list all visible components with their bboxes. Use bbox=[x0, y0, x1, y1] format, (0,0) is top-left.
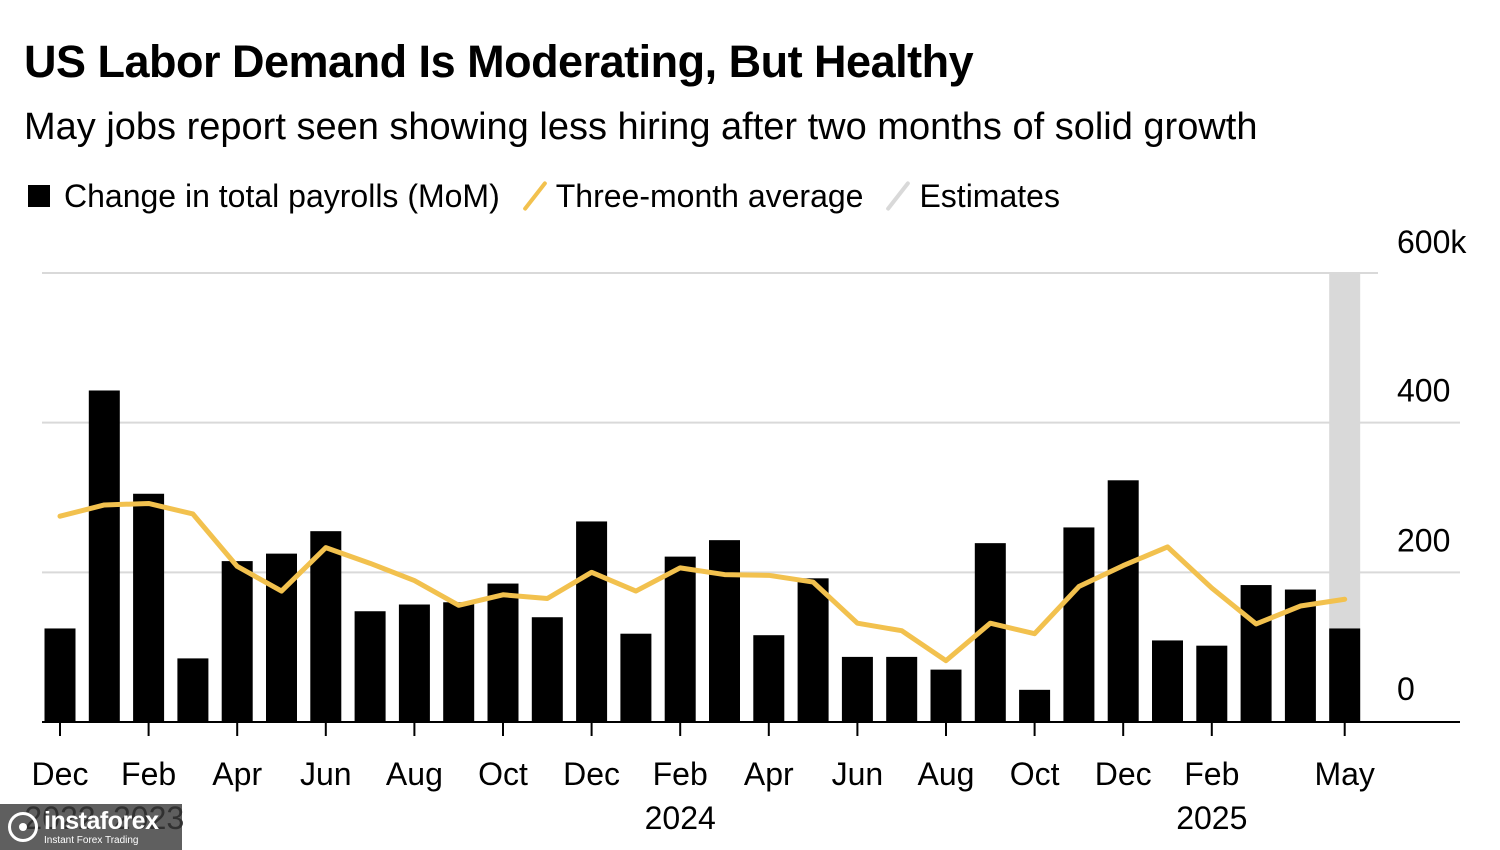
bar-apr-2023 bbox=[221, 561, 253, 722]
bar-feb-2023 bbox=[133, 493, 165, 722]
x-tick-label-month: Feb bbox=[121, 756, 176, 792]
bar-sep-2023 bbox=[443, 602, 475, 722]
x-tick-label-year: 2025 bbox=[1176, 800, 1247, 836]
x-tick-label-year: 2024 bbox=[645, 800, 716, 836]
legend-swatch-payrolls bbox=[28, 185, 50, 207]
bar-dec-2024 bbox=[1107, 480, 1139, 722]
bar-oct-2024 bbox=[1019, 689, 1051, 722]
instaforex-watermark: instaforex Instant Forex Trading bbox=[0, 804, 182, 850]
bar-mar-2024 bbox=[709, 540, 740, 722]
bar-dec-2022 bbox=[44, 628, 76, 722]
x-tick-label-month: Dec bbox=[563, 756, 620, 792]
x-tick-label-month: Dec bbox=[1095, 756, 1152, 792]
legend-item-three-month-average: Three-month average bbox=[526, 178, 864, 215]
bar-jul-2023 bbox=[354, 611, 386, 722]
instaforex-logo-icon bbox=[8, 812, 38, 842]
y-tick-label: 200 bbox=[1397, 522, 1450, 558]
bar-dec-2023 bbox=[576, 521, 608, 722]
bar-mar-2025 bbox=[1240, 585, 1272, 722]
x-tick-label-month: Apr bbox=[212, 756, 262, 792]
x-tick-label-month: Jun bbox=[832, 756, 884, 792]
legend-item-estimates: Estimates bbox=[889, 178, 1059, 215]
bar-jan-2025 bbox=[1152, 640, 1183, 722]
bar-apr-2024 bbox=[753, 635, 785, 722]
bar-jul-2024 bbox=[886, 656, 918, 722]
x-tick-label-month: Oct bbox=[478, 756, 528, 792]
x-tick-label-month: Feb bbox=[1184, 756, 1239, 792]
y-tick-label: 600k bbox=[1397, 224, 1467, 260]
legend-label-three-month-average: Three-month average bbox=[555, 177, 864, 214]
y-tick-label: 0 bbox=[1397, 671, 1415, 707]
bar-may-2025 bbox=[1329, 628, 1361, 722]
bar-aug-2024 bbox=[930, 669, 962, 722]
bar-mar-2023 bbox=[177, 658, 209, 722]
x-tick-label-month: Oct bbox=[1010, 756, 1060, 792]
x-tick-label-month: Apr bbox=[744, 756, 794, 792]
three-month-average-line bbox=[57, 500, 1348, 664]
legend-item-payrolls: Change in total payrolls (MoM) bbox=[28, 178, 500, 215]
x-tick-label-month: Feb bbox=[653, 756, 708, 792]
bar-may-2024 bbox=[797, 578, 829, 722]
chart-legend: Change in total payrolls (MoM) Three-mon… bbox=[28, 176, 1086, 216]
x-tick-label-month: Aug bbox=[918, 756, 975, 792]
y-tick-label: 400 bbox=[1397, 373, 1450, 409]
bar-jan-2023 bbox=[88, 390, 120, 722]
watermark-tagline: Instant Forex Trading bbox=[44, 834, 139, 846]
legend-label-estimates: Estimates bbox=[919, 177, 1060, 214]
x-tick-label-month: Dec bbox=[32, 756, 89, 792]
bar-feb-2024 bbox=[664, 556, 696, 722]
bar-oct-2023 bbox=[487, 583, 519, 722]
bar-jan-2024 bbox=[620, 633, 652, 722]
bar-nov-2023 bbox=[531, 617, 563, 722]
bar-nov-2024 bbox=[1063, 527, 1095, 722]
watermark-brand: instaforex bbox=[44, 806, 159, 835]
bar-feb-2025 bbox=[1196, 645, 1228, 722]
legend-label-payrolls: Change in total payrolls (MoM) bbox=[64, 177, 500, 214]
bar-aug-2023 bbox=[398, 604, 430, 722]
chart-title: US Labor Demand Is Moderating, But Healt… bbox=[24, 36, 974, 87]
chart-subtitle: May jobs report seen showing less hiring… bbox=[24, 106, 1258, 148]
x-tick-label-month: Jun bbox=[300, 756, 352, 792]
x-tick-label-month: Aug bbox=[386, 756, 443, 792]
bar-jun-2023 bbox=[310, 531, 342, 722]
bar-jun-2024 bbox=[841, 656, 873, 722]
x-tick-label-month: May bbox=[1314, 756, 1374, 792]
